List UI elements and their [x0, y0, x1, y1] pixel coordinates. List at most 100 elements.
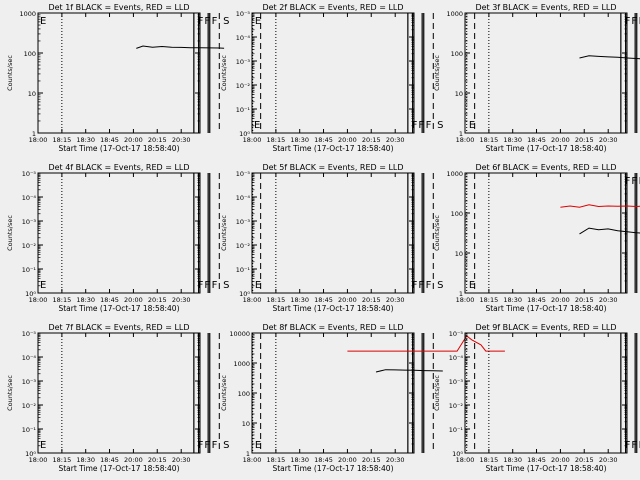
x-tick-label: 18:15: [267, 296, 286, 304]
y-tick-label: 10⁰: [25, 450, 36, 458]
x-tick-label: 20:30: [599, 296, 618, 304]
x-tick-label: 18:15: [53, 456, 72, 464]
x-tick-label: 20:15: [362, 296, 381, 304]
event-label: S: [437, 280, 443, 291]
detector-panel: Det 6f BLACK = Events, RED = LLD 18:00 18:…: [433, 163, 640, 313]
plot-frame: [37, 332, 201, 454]
x-tick-label: 20:30: [172, 136, 191, 144]
detector-panel: Det 7f BLACK = Events, RED = LLD 18:00 18:…: [6, 323, 261, 473]
x-tick-label: 18:15: [267, 136, 286, 144]
event-label: F: [198, 16, 204, 27]
y-tick-label: 10⁻¹: [22, 266, 37, 274]
lld-series-line: [347, 335, 505, 352]
event-label: F: [198, 280, 204, 291]
y-tick-label: 10⁻¹: [449, 426, 464, 434]
event-label: E: [255, 440, 261, 451]
event-label: F: [639, 16, 640, 27]
x-tick-label: 20:30: [386, 296, 405, 304]
x-tick-label: 18:45: [314, 456, 333, 464]
x-tick-label: 18:45: [527, 456, 546, 464]
x-tick-label: 18:45: [100, 136, 119, 144]
x-tick-label: 20:00: [551, 456, 570, 464]
panel-title: Det 8f BLACK = Events, RED = LLD: [262, 323, 403, 332]
events-series-line: [375, 369, 443, 373]
event-label: F: [426, 120, 432, 131]
event-label: S: [223, 280, 229, 291]
event-label: E: [255, 280, 261, 291]
y-tick-label: 10⁻³: [22, 378, 37, 386]
panel-title: Det 1f BLACK = Events, RED = LLD: [48, 3, 189, 12]
y-tick-label: 10⁻³: [22, 218, 37, 226]
x-tick-label: 20:15: [362, 456, 381, 464]
panel-title: Det 6f BLACK = Events, RED = LLD: [475, 163, 616, 172]
x-tick-label: 20:15: [148, 296, 167, 304]
x-tick-label: 18:00: [456, 136, 475, 144]
x-tick-label: 18:15: [480, 456, 499, 464]
x-tick-label: 18:00: [29, 456, 48, 464]
x-tick-label: 18:30: [76, 136, 95, 144]
detector-panel: Det 5f BLACK = Events, RED = LLD 18:00 18:…: [220, 163, 475, 313]
x-axis-label: Start Time (17-Oct-17 18:58:40): [485, 144, 606, 153]
event-label: F: [631, 176, 637, 187]
y-tick-label: 10⁻³: [236, 218, 251, 226]
detector-panel: Det 1f BLACK = Events, RED = LLD 18:00 18:…: [6, 3, 261, 153]
x-tick-label: 18:00: [243, 136, 262, 144]
x-tick-label: 20:30: [599, 456, 618, 464]
x-axis-label: Start Time (17-Oct-17 18:58:40): [58, 144, 179, 153]
y-axis-label: Counts/sec: [220, 215, 228, 251]
x-tick-label: 18:00: [29, 136, 48, 144]
y-tick-label: 10: [28, 90, 36, 98]
y-tick-label: 10⁻³: [449, 378, 464, 386]
x-tick-label: 18:45: [527, 296, 546, 304]
event-label: F: [639, 176, 640, 187]
panel-title: Det 5f BLACK = Events, RED = LLD: [262, 163, 403, 172]
x-tick-label: 20:15: [148, 136, 167, 144]
event-label: F: [204, 16, 210, 27]
x-tick-label: 18:15: [53, 296, 72, 304]
y-axis-label: Counts/sec: [6, 215, 14, 251]
x-tick-label: 18:45: [527, 136, 546, 144]
x-axis-label: Start Time (17-Oct-17 18:58:40): [58, 304, 179, 313]
event-label: F: [625, 176, 631, 187]
detector-panel: Det 8f BLACK = Events, RED = LLD 18:00 18:…: [220, 323, 505, 473]
x-tick-label: 18:15: [267, 456, 286, 464]
x-axis-label: Start Time (17-Oct-17 18:58:40): [58, 464, 179, 473]
event-label: F: [426, 280, 432, 291]
x-tick-label: 20:00: [124, 296, 143, 304]
y-tick-label: 10⁻²: [22, 402, 37, 410]
x-tick-label: 20:00: [124, 136, 143, 144]
x-axis-label: Start Time (17-Oct-17 18:58:40): [485, 304, 606, 313]
x-tick-label: 18:15: [480, 136, 499, 144]
event-label: E: [469, 120, 475, 131]
corner-event-label: E: [40, 16, 46, 27]
y-tick-label: 10⁻¹: [22, 426, 37, 434]
x-tick-label: 20:15: [148, 456, 167, 464]
panel-title: Det 9f BLACK = Events, RED = LLD: [475, 323, 616, 332]
x-tick-label: 20:30: [599, 136, 618, 144]
x-tick-label: 18:30: [290, 296, 309, 304]
event-label: F: [198, 440, 204, 451]
event-label: F: [625, 440, 631, 451]
event-label: F: [412, 280, 418, 291]
y-axis-label: Counts/sec: [6, 375, 14, 411]
event-label: S: [223, 440, 229, 451]
x-tick-label: 20:00: [551, 296, 570, 304]
y-tick-label: 1000: [446, 10, 463, 18]
y-tick-label: 10000: [229, 330, 250, 338]
y-tick-label: 1000: [233, 360, 250, 368]
x-tick-label: 20:00: [124, 456, 143, 464]
x-tick-label: 18:30: [290, 136, 309, 144]
y-tick-label: 10⁻²: [22, 242, 37, 250]
y-tick-label: 10⁻⁴: [449, 354, 464, 362]
y-tick-label: 10⁰: [239, 290, 250, 298]
y-tick-label: 10⁰: [25, 290, 36, 298]
event-label: E: [469, 280, 475, 291]
x-tick-label: 18:00: [456, 296, 475, 304]
x-tick-label: 20:00: [338, 296, 357, 304]
x-tick-label: 20:00: [338, 136, 357, 144]
y-tick-label: 10: [455, 250, 463, 258]
x-tick-label: 20:00: [338, 456, 357, 464]
event-label: F: [639, 440, 640, 451]
y-tick-label: 10⁻³: [236, 58, 251, 66]
x-tick-label: 20:00: [551, 136, 570, 144]
